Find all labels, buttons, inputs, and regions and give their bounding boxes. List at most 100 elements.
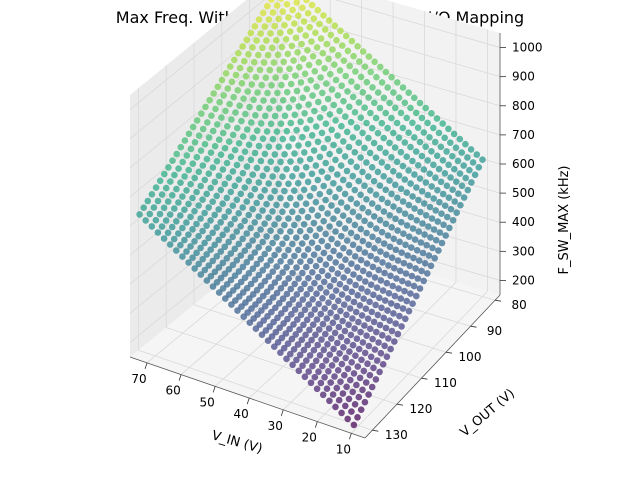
data-point	[467, 146, 475, 153]
data-point	[398, 218, 405, 226]
data-point	[343, 337, 351, 345]
data-point	[236, 293, 243, 300]
data-point	[256, 321, 264, 328]
data-point	[361, 349, 369, 357]
data-point	[291, 306, 299, 313]
data-point	[223, 194, 231, 202]
data-point	[377, 277, 385, 284]
data-point	[384, 163, 391, 171]
data-point	[254, 89, 261, 96]
data-point	[312, 123, 320, 130]
data-point	[427, 262, 435, 270]
data-point	[320, 346, 328, 354]
data-point	[370, 364, 377, 372]
data-point	[342, 72, 350, 80]
data-point	[231, 215, 238, 223]
data-point	[260, 59, 268, 66]
data-point	[240, 95, 247, 102]
data-point	[374, 129, 382, 137]
data-point	[412, 109, 420, 117]
data-point	[319, 295, 326, 302]
data-point	[418, 188, 426, 195]
data-point	[292, 201, 300, 208]
data-point	[338, 360, 346, 368]
data-point	[358, 356, 365, 364]
data-point	[245, 51, 252, 58]
data-point	[215, 289, 223, 296]
data-point	[306, 257, 314, 265]
data-point	[258, 331, 266, 339]
data-point	[193, 117, 201, 124]
data-point	[380, 173, 388, 180]
data-point	[359, 168, 366, 176]
data-point	[173, 185, 180, 193]
data-point	[214, 83, 222, 91]
data-point	[306, 192, 314, 200]
data-point	[223, 226, 230, 233]
data-point	[162, 217, 170, 224]
data-point	[334, 270, 342, 277]
data-point	[191, 238, 198, 245]
data-point	[359, 237, 367, 245]
data-point	[394, 257, 402, 264]
x-axis-label: V_IN (V)	[210, 428, 264, 457]
data-point	[185, 166, 192, 174]
data-point	[352, 68, 359, 75]
data-point	[382, 109, 390, 117]
data-point	[269, 208, 276, 215]
data-point	[294, 214, 302, 222]
data-point	[415, 196, 422, 204]
data-point	[160, 235, 168, 242]
data-point	[332, 356, 340, 363]
data-point	[226, 100, 233, 108]
data-point	[388, 114, 395, 122]
data-point	[202, 103, 209, 111]
data-point	[167, 178, 174, 185]
data-point	[346, 249, 353, 256]
data-point	[251, 249, 259, 256]
data-point	[255, 271, 263, 279]
data-point	[267, 283, 275, 291]
data-point	[388, 73, 395, 81]
data-point	[245, 177, 253, 185]
data-point	[411, 94, 418, 102]
data-point	[353, 335, 361, 343]
data-point	[156, 210, 164, 218]
data-point	[231, 56, 238, 64]
y-tick-label: 90	[487, 324, 502, 338]
data-point	[179, 253, 186, 260]
data-point	[354, 414, 361, 421]
data-point	[403, 189, 411, 196]
data-point	[346, 305, 354, 312]
data-point	[191, 139, 199, 146]
data-point	[205, 170, 213, 177]
data-point	[353, 233, 361, 241]
data-point	[308, 38, 315, 45]
data-point	[391, 338, 398, 345]
data-point	[346, 103, 353, 111]
data-point	[209, 283, 217, 290]
data-point	[173, 218, 180, 225]
data-point	[367, 221, 374, 229]
data-point	[340, 244, 347, 252]
data-point	[299, 296, 307, 303]
data-point	[205, 234, 212, 242]
data-point	[279, 8, 287, 15]
data-point	[371, 58, 378, 66]
data-point	[255, 179, 263, 186]
data-point	[391, 144, 399, 151]
data-point	[383, 251, 390, 258]
data-point	[399, 277, 406, 285]
data-point	[271, 279, 279, 286]
data-point	[283, 234, 290, 242]
data-point	[318, 267, 326, 275]
data-point	[189, 226, 196, 233]
data-point	[348, 260, 355, 268]
data-point	[219, 166, 227, 173]
data-point	[251, 219, 258, 226]
data-point	[298, 240, 306, 247]
data-point	[150, 204, 158, 211]
data-point	[356, 302, 364, 309]
data-point	[255, 142, 263, 150]
data-point	[418, 152, 426, 160]
